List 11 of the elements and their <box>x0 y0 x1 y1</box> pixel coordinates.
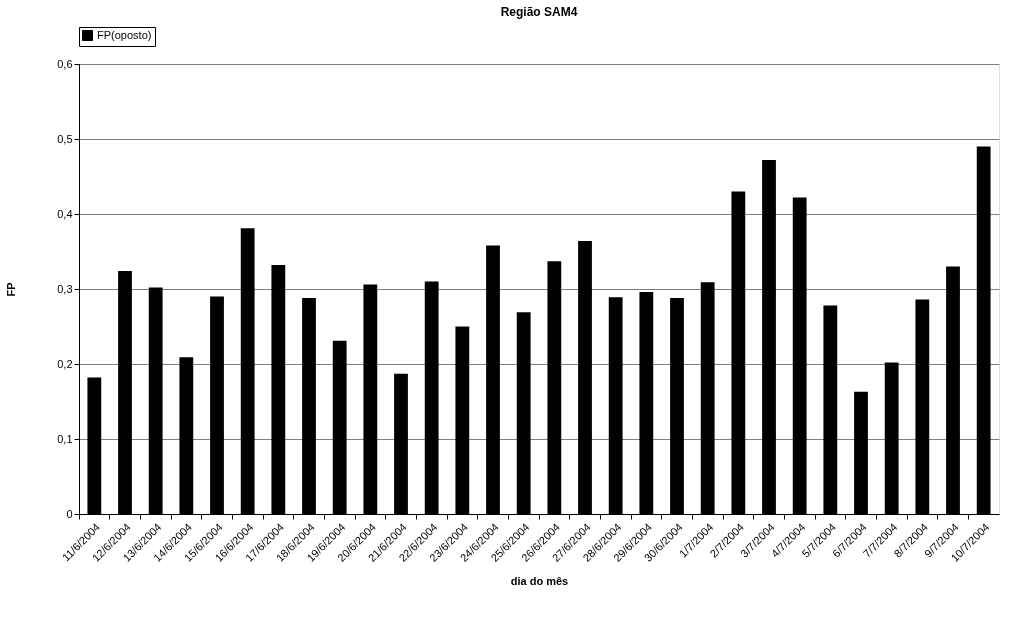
y-axis-title: FP <box>5 282 18 297</box>
y-tick-label: 0 <box>66 507 73 520</box>
y-tick-label: 0,1 <box>57 432 73 445</box>
y-tick-label: 0,2 <box>57 357 73 370</box>
legend-label: FP(oposto) <box>97 28 152 41</box>
chart-title: Região SAM4 <box>500 4 578 19</box>
y-tick-label: 0,6 <box>57 57 73 70</box>
y-tick-label: 0,3 <box>57 282 73 295</box>
y-tick-label: 0,4 <box>57 207 73 220</box>
y-tick-label: 0,5 <box>57 132 73 145</box>
x-axis-title: dia do mês <box>510 574 569 587</box>
